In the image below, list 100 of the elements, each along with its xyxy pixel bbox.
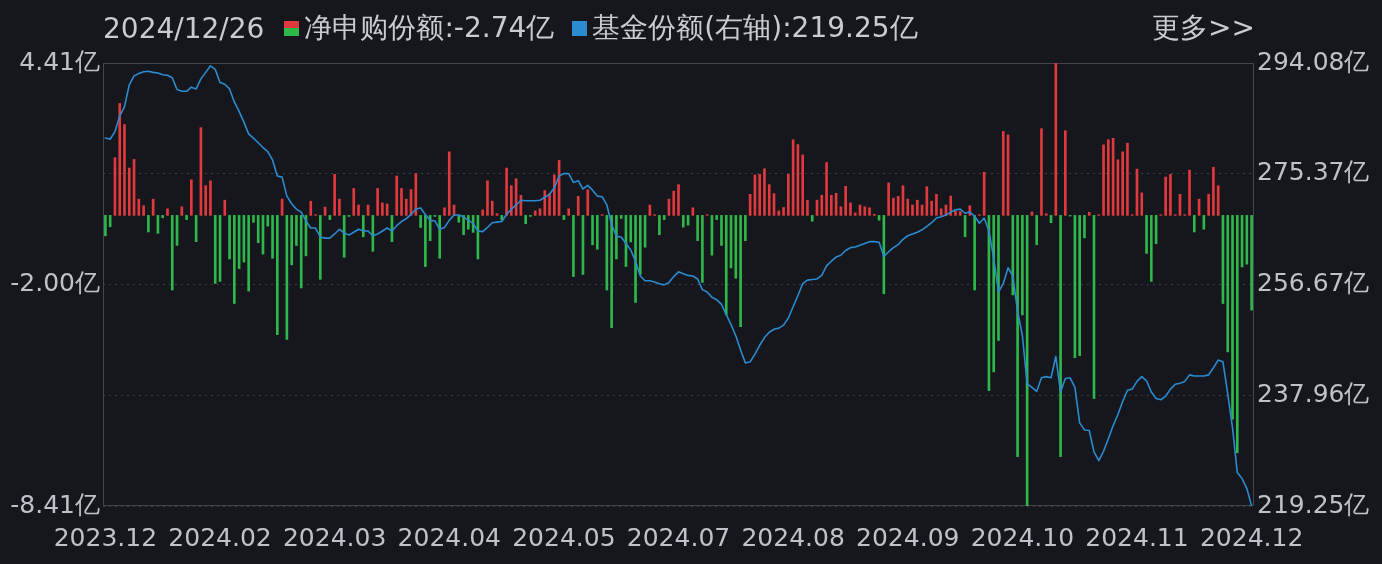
- bar: [352, 188, 356, 216]
- bar: [1059, 215, 1062, 457]
- bar: [299, 215, 303, 289]
- bar: [935, 193, 938, 216]
- bar: [190, 179, 193, 216]
- x-tick-label: 2023.12: [53, 522, 158, 552]
- x-tick-label: 2024.04: [397, 522, 501, 552]
- bar: [724, 215, 728, 316]
- bar: [1054, 63, 1058, 216]
- bar: [787, 173, 790, 216]
- bar: [739, 215, 742, 327]
- bar: [295, 215, 298, 246]
- bar: [180, 206, 184, 216]
- bar: [252, 215, 255, 223]
- x-tick-label: 2024.07: [626, 522, 731, 552]
- bar: [1016, 215, 1019, 457]
- bar: [1121, 151, 1124, 216]
- bar: [495, 213, 499, 216]
- bar: [763, 168, 766, 216]
- bar: [290, 215, 293, 266]
- bar: [1083, 215, 1086, 239]
- bar: [553, 174, 556, 216]
- bar: [853, 212, 857, 216]
- bar: [1001, 131, 1005, 216]
- x-tick-label: 2024.02: [168, 522, 272, 552]
- bar: [510, 185, 513, 216]
- bar: [233, 215, 236, 304]
- bar: [958, 211, 962, 216]
- bar: [256, 215, 260, 244]
- bar: [1011, 215, 1015, 296]
- y2-tick-label: 237.96亿: [1257, 378, 1370, 408]
- bar: [758, 173, 762, 216]
- bar: [247, 215, 250, 292]
- bar: [1064, 130, 1067, 216]
- bar: [271, 215, 274, 259]
- bar: [1140, 192, 1144, 216]
- bar: [911, 204, 914, 216]
- bar: [104, 215, 107, 237]
- bar: [586, 189, 590, 216]
- bar: [830, 195, 833, 216]
- bar: [357, 204, 360, 216]
- bar: [691, 207, 695, 216]
- bar: [1044, 213, 1048, 216]
- bar: [275, 215, 279, 335]
- x-tick-label: 2024.03: [282, 522, 387, 552]
- bar: [161, 215, 165, 219]
- bar: [863, 206, 867, 216]
- bar: [524, 215, 527, 225]
- bar: [1087, 211, 1091, 216]
- bar: [844, 186, 847, 216]
- bar: [309, 200, 313, 216]
- bar: [1250, 215, 1253, 311]
- bar: [997, 215, 1000, 341]
- bar: [992, 215, 996, 373]
- bar: [338, 198, 341, 216]
- y2-tick-label: 256.67亿: [1257, 267, 1370, 297]
- bar: [490, 200, 494, 216]
- bar: [1145, 215, 1148, 254]
- bar: [166, 208, 169, 216]
- bar: [142, 205, 145, 216]
- bar: [906, 198, 910, 216]
- bar: [137, 198, 141, 216]
- bar: [1149, 215, 1153, 282]
- bar: [810, 215, 814, 222]
- bar: [333, 173, 336, 216]
- bar: [892, 197, 895, 216]
- bar: [1207, 193, 1210, 216]
- y-tick-label: 4.41亿: [19, 46, 100, 76]
- bar: [127, 167, 131, 216]
- bar: [777, 210, 781, 216]
- x-tick-label: 2024.11: [1085, 522, 1189, 552]
- bar: [634, 215, 637, 303]
- bar: [615, 215, 618, 260]
- bar: [1040, 128, 1043, 216]
- bar: [744, 215, 747, 241]
- bar: [973, 215, 976, 291]
- x-tick-label: 2024.08: [741, 522, 845, 552]
- bar: [820, 195, 824, 216]
- x-tick-label: 2024.12: [1199, 522, 1304, 552]
- bar: [915, 199, 919, 216]
- bar: [1212, 167, 1215, 216]
- bar: [361, 215, 365, 238]
- bar: [443, 207, 446, 216]
- bar: [1021, 215, 1024, 316]
- bar: [533, 210, 537, 216]
- bar: [1235, 215, 1239, 454]
- bar: [1216, 185, 1220, 216]
- bar: [715, 215, 719, 220]
- bar: [896, 196, 900, 216]
- y2-tick-label: 275.37亿: [1257, 157, 1370, 187]
- bar: [662, 215, 666, 220]
- bar: [1107, 139, 1110, 216]
- y-tick-label: -2.00亿: [10, 268, 100, 297]
- bar: [170, 215, 174, 291]
- bar: [629, 215, 633, 243]
- bar: [505, 167, 508, 216]
- chart-title: 2024/12/26: [103, 11, 265, 45]
- bar: [696, 215, 699, 241]
- bar: [548, 193, 551, 216]
- bar: [419, 215, 422, 228]
